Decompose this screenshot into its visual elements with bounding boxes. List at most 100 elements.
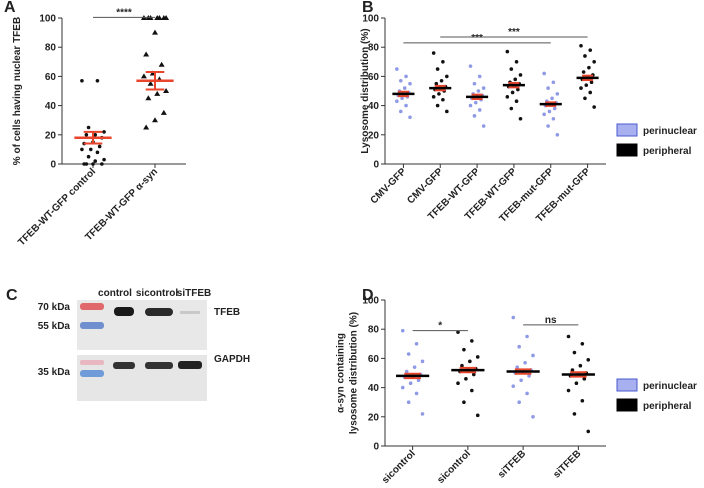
data-point bbox=[80, 147, 84, 152]
x-tick-label: sicontrol bbox=[380, 448, 418, 486]
data-point bbox=[546, 124, 550, 128]
data-point bbox=[406, 400, 411, 405]
data-point bbox=[408, 115, 412, 120]
ladder-band bbox=[80, 322, 104, 329]
data-point bbox=[572, 350, 577, 355]
y-tick-label: 20 bbox=[368, 412, 380, 423]
data-point bbox=[519, 378, 523, 383]
y-tick-label: 40 bbox=[368, 101, 380, 112]
y-tick-label: 0 bbox=[373, 160, 379, 171]
legend-label: peripheral bbox=[643, 401, 692, 412]
protein-label: TFEB bbox=[214, 307, 240, 318]
data-point bbox=[431, 95, 436, 99]
data-point bbox=[572, 412, 577, 416]
data-point bbox=[579, 86, 583, 90]
data-point bbox=[586, 358, 591, 362]
data-point bbox=[445, 74, 449, 79]
data-point bbox=[102, 157, 106, 162]
data-point bbox=[97, 144, 102, 149]
data-point bbox=[578, 363, 583, 368]
data-point bbox=[100, 162, 104, 166]
protein-band bbox=[113, 362, 135, 369]
data-point bbox=[586, 429, 591, 434]
data-point bbox=[163, 88, 170, 93]
data-point bbox=[505, 95, 510, 99]
data-point bbox=[468, 64, 473, 68]
protein-band bbox=[180, 311, 200, 314]
data-point bbox=[140, 73, 147, 79]
y-tick-label: 60 bbox=[368, 354, 380, 365]
data-point bbox=[542, 71, 546, 76]
lane-label: siTFEB bbox=[177, 288, 211, 299]
data-point bbox=[477, 108, 482, 112]
data-point bbox=[472, 114, 477, 118]
data-point bbox=[468, 103, 473, 108]
data-point bbox=[475, 413, 480, 418]
data-point bbox=[400, 385, 405, 390]
data-point bbox=[472, 81, 477, 86]
data-point bbox=[437, 92, 441, 96]
y-tick-label: 80 bbox=[45, 43, 57, 54]
data-point bbox=[420, 412, 425, 416]
data-point bbox=[95, 78, 100, 83]
panel-label: D bbox=[362, 287, 374, 304]
lane-label: control bbox=[98, 288, 132, 299]
data-point bbox=[476, 89, 481, 93]
data-point bbox=[584, 83, 589, 87]
data-point bbox=[147, 80, 154, 86]
data-point bbox=[154, 90, 161, 96]
data-point bbox=[551, 116, 556, 121]
data-point bbox=[400, 328, 405, 333]
data-point bbox=[588, 90, 593, 95]
data-point bbox=[580, 342, 585, 346]
y-axis-label: Lysosome distribution (%) bbox=[360, 28, 371, 153]
y-axis-label: α-syn containing bbox=[336, 333, 347, 413]
data-point bbox=[481, 86, 486, 90]
data-point bbox=[143, 124, 150, 130]
data-point bbox=[516, 87, 520, 92]
data-point bbox=[441, 97, 445, 102]
data-point bbox=[434, 81, 439, 86]
data-point bbox=[579, 43, 583, 48]
legend-swatch bbox=[616, 398, 638, 412]
legend-label: perinuclear bbox=[643, 126, 697, 137]
x-tick-label: TFEB-WT-GFP α-syn bbox=[83, 166, 160, 243]
data-point bbox=[408, 81, 412, 86]
legend-swatch bbox=[616, 123, 638, 137]
data-point bbox=[414, 342, 419, 346]
data-point bbox=[91, 162, 95, 166]
data-point bbox=[582, 377, 587, 381]
data-point bbox=[400, 96, 404, 101]
data-point bbox=[152, 117, 158, 123]
data-point bbox=[550, 96, 554, 101]
significance-label: ns bbox=[545, 315, 557, 326]
data-point bbox=[517, 344, 521, 349]
data-point bbox=[82, 162, 86, 166]
data-point bbox=[435, 67, 440, 71]
data-point bbox=[414, 391, 419, 396]
legend-swatch bbox=[616, 378, 638, 392]
data-point bbox=[441, 60, 445, 64]
significance-label: **** bbox=[116, 7, 132, 18]
y-tick-label: 60 bbox=[45, 72, 57, 83]
data-point bbox=[527, 374, 531, 378]
y-tick-label: 40 bbox=[368, 383, 380, 394]
x-tick-label: siTFEB bbox=[496, 448, 528, 480]
data-point bbox=[510, 90, 515, 95]
data-point bbox=[160, 109, 167, 115]
data-point bbox=[580, 398, 585, 403]
data-point bbox=[439, 78, 444, 83]
data-point bbox=[581, 70, 586, 74]
significance-label: *** bbox=[471, 33, 483, 44]
data-point bbox=[431, 51, 436, 55]
data-point bbox=[509, 106, 514, 111]
legend-label: perinuclear bbox=[643, 381, 697, 392]
data-point bbox=[84, 133, 89, 137]
data-point bbox=[93, 133, 98, 137]
data-point bbox=[525, 391, 529, 396]
data-point bbox=[143, 51, 150, 57]
data-point bbox=[566, 334, 571, 339]
data-point bbox=[86, 154, 91, 159]
lane-label: sicontrol bbox=[136, 288, 178, 299]
data-point bbox=[95, 150, 100, 155]
